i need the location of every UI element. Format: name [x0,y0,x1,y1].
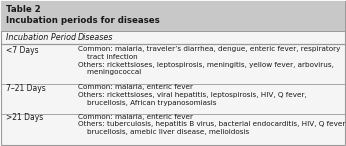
Text: Incubation Period: Incubation Period [6,33,76,42]
Text: Incubation periods for diseases: Incubation periods for diseases [6,16,160,25]
Text: <7 Days: <7 Days [6,46,39,55]
Text: Common: malaria, enteric fever
Others: tuberculosis, hepatitis B virus, bacteria: Common: malaria, enteric fever Others: t… [78,113,346,135]
Text: Common: malaria, enteric fever
Others: rickettsioses, viral hepatitis, leptospir: Common: malaria, enteric fever Others: r… [78,84,307,106]
Text: >21 Days: >21 Days [6,113,43,122]
Text: 7–21 Days: 7–21 Days [6,84,46,93]
Text: Table 2: Table 2 [6,5,41,14]
Text: Common: malaria, traveler’s diarrhea, dengue, enteric fever, respiratory
    tra: Common: malaria, traveler’s diarrhea, de… [78,46,340,75]
Text: Diseases: Diseases [78,33,113,42]
Bar [1,1,345,31]
